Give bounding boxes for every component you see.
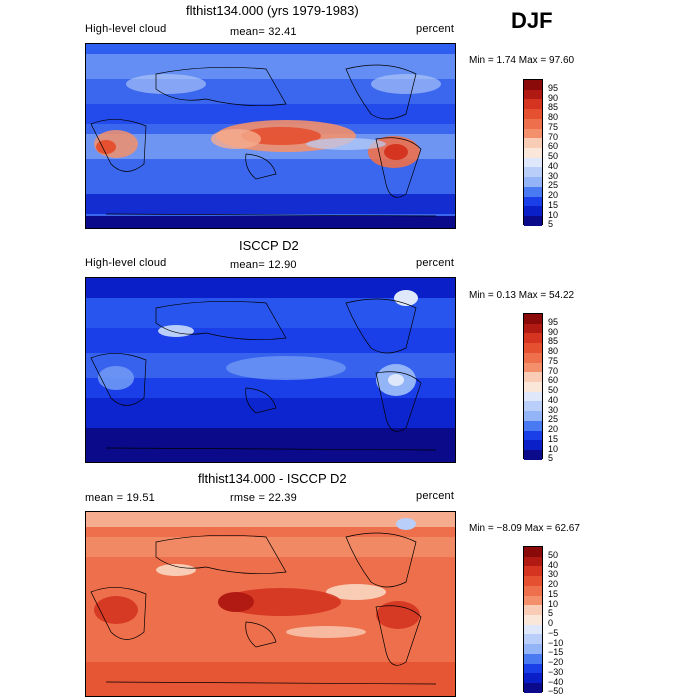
panel3-title: flthist134.000 - ISCCP D2 xyxy=(198,471,347,486)
panel1-map xyxy=(85,43,456,229)
colorbar-tick: −30 xyxy=(548,667,564,677)
colorbar-tick: −50 xyxy=(548,686,564,696)
colorbar-tick: 10 xyxy=(548,210,559,220)
panel3-minmax: Min = −8.09 Max = 62.67 xyxy=(469,523,580,534)
colorbar-tick: 80 xyxy=(548,112,559,122)
colorbar-tick: 10 xyxy=(548,599,559,609)
colorbar-tick: 50 xyxy=(548,151,559,161)
colorbar-tick: 95 xyxy=(548,83,559,93)
colorbar-tick: 85 xyxy=(548,102,559,112)
panel2-colorbar xyxy=(523,313,543,460)
panel2-mean: mean= 12.90 xyxy=(230,259,297,271)
colorbar-tick: 40 xyxy=(548,161,559,171)
colorbar-tick: 50 xyxy=(548,385,559,395)
colorbar-tick: −5 xyxy=(548,628,559,638)
colorbar-tick: 30 xyxy=(548,569,559,579)
colorbar-tick: 40 xyxy=(548,395,559,405)
colorbar-tick: 25 xyxy=(548,180,559,190)
colorbar-tick: 20 xyxy=(548,579,559,589)
colorbar-tick: 50 xyxy=(548,550,559,560)
colorbar-tick: 0 xyxy=(548,618,554,628)
colorbar-tick: 80 xyxy=(548,346,559,356)
panel1-units: percent xyxy=(416,23,455,35)
panel3-colorbar xyxy=(523,546,543,693)
colorbar-tick: 75 xyxy=(548,356,559,366)
colorbar-tick: 60 xyxy=(548,375,559,385)
colorbar-tick: 15 xyxy=(548,589,559,599)
colorbar-tick: 90 xyxy=(548,327,559,337)
panel2-variable: High-level cloud xyxy=(85,257,167,269)
colorbar-tick: 75 xyxy=(548,122,559,132)
panel1-mean: mean= 32.41 xyxy=(230,26,297,38)
colorbar-tick: 20 xyxy=(548,424,559,434)
panel1-variable: High-level cloud xyxy=(85,23,167,35)
colorbar-tick: 70 xyxy=(548,366,559,376)
colorbar-tick: 10 xyxy=(548,444,559,454)
panel3-rmse: rmse = 22.39 xyxy=(230,492,297,504)
panel2-title: ISCCP D2 xyxy=(239,238,299,253)
colorbar-tick: 30 xyxy=(548,171,559,181)
colorbar-tick: 15 xyxy=(548,200,559,210)
panel1-minmax: Min = 1.74 Max = 97.60 xyxy=(469,55,575,66)
colorbar-tick: 5 xyxy=(548,453,554,463)
colorbar-tick: 70 xyxy=(548,132,559,142)
colorbar-tick: 5 xyxy=(548,608,554,618)
panel3-units: percent xyxy=(416,490,455,502)
panel2-map xyxy=(85,277,456,463)
colorbar-tick: −20 xyxy=(548,657,564,667)
colorbar-tick: 15 xyxy=(548,434,559,444)
season-label: DJF xyxy=(511,8,553,33)
colorbar-tick: 5 xyxy=(548,219,554,229)
panel2-minmax: Min = 0.13 Max = 54.22 xyxy=(469,290,575,301)
colorbar-tick: −40 xyxy=(548,677,564,687)
panel1-colorbar xyxy=(523,79,543,226)
colorbar-tick: −15 xyxy=(548,647,564,657)
colorbar-tick: 20 xyxy=(548,190,559,200)
colorbar-tick: 40 xyxy=(548,560,559,570)
colorbar-tick: 25 xyxy=(548,414,559,424)
panel1-title: flthist134.000 (yrs 1979-1983) xyxy=(186,3,359,18)
colorbar-tick: 30 xyxy=(548,405,559,415)
colorbar-tick: −10 xyxy=(548,638,564,648)
colorbar-tick: 85 xyxy=(548,336,559,346)
colorbar-tick: 90 xyxy=(548,93,559,103)
colorbar-tick: 60 xyxy=(548,141,559,151)
panel3-map xyxy=(85,511,456,697)
panel2-units: percent xyxy=(416,257,455,269)
panel3-mean: mean = 19.51 xyxy=(85,492,155,504)
colorbar-tick: 95 xyxy=(548,317,559,327)
